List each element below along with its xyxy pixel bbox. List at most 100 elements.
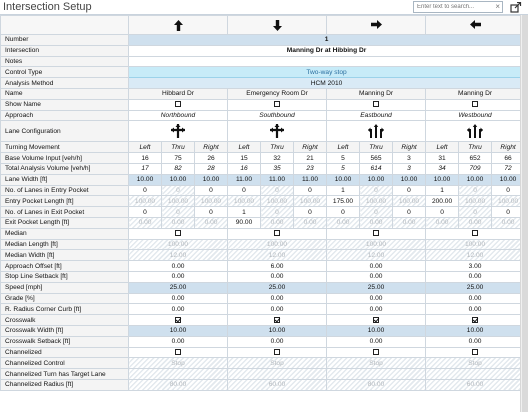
checkbox[interactable]	[472, 101, 479, 108]
base-volume-cell[interactable]: 15	[227, 152, 261, 164]
turning-movement-cell[interactable]: Left	[227, 141, 261, 154]
checkbox[interactable]	[373, 349, 380, 356]
approach-name-cell[interactable]: Hibbard Dr	[128, 87, 228, 100]
radius-corner-curb-cell[interactable]: 0.00	[325, 303, 427, 316]
stop-line-setback-cell[interactable]: 0.00	[325, 270, 427, 283]
base-volume-cell[interactable]: 32	[260, 152, 294, 164]
total-volume-cell[interactable]: 17	[128, 162, 162, 175]
crosswalk-cell[interactable]	[325, 314, 427, 326]
crosswalk-setback-cell[interactable]: 0.00	[425, 335, 526, 348]
turning-movement-cell[interactable]: Left	[425, 141, 460, 154]
control-type-select[interactable]: Two-way stop	[127, 66, 526, 79]
lanes-entry-pocket-cell[interactable]: 0	[458, 184, 493, 197]
lane-width-cell[interactable]: 10.00	[359, 173, 393, 186]
lane-width-cell[interactable]: 10.00	[425, 173, 460, 186]
base-volume-cell[interactable]: 26	[194, 152, 228, 164]
turning-movement-cell[interactable]: Right	[194, 141, 228, 154]
popout-window-icon[interactable]	[510, 2, 522, 13]
crosswalk-width-cell[interactable]: 10.00	[227, 324, 327, 337]
channelized-radius-cell[interactable]: 60.00	[227, 378, 327, 391]
approach-direction-cell[interactable]: Northbound	[128, 109, 228, 122]
approach-name-cell[interactable]: Manning Dr	[425, 87, 526, 100]
approach-name-cell[interactable]: Emergency Room Dr	[227, 87, 327, 100]
lane-width-cell[interactable]: 10.00	[161, 173, 195, 186]
lane-configuration-cell[interactable]	[227, 120, 327, 143]
lanes-exit-pocket-cell[interactable]: 0	[161, 206, 195, 218]
channelized-cell[interactable]	[227, 346, 327, 359]
base-volume-cell[interactable]: 565	[359, 152, 393, 164]
checkbox-checked[interactable]	[175, 316, 181, 323]
crosswalk-width-cell[interactable]: 10.00	[128, 324, 228, 337]
vertical-scrollbar[interactable]	[520, 15, 528, 412]
crosswalk-cell[interactable]	[128, 314, 228, 326]
channelized-turn-target-lane-cell[interactable]	[227, 368, 327, 380]
approach-direction-cell[interactable]: Southbound	[227, 109, 327, 122]
total-volume-cell[interactable]: 709	[458, 162, 493, 175]
exit-pocket-length-cell[interactable]: 0.00	[359, 216, 393, 229]
entry-pocket-length-cell[interactable]: 175.00	[326, 195, 360, 208]
lanes-exit-pocket-cell[interactable]: 0	[128, 206, 162, 218]
base-volume-cell[interactable]: 31	[425, 152, 460, 164]
stop-line-setback-cell[interactable]: 0.00	[425, 270, 526, 283]
lanes-exit-pocket-cell[interactable]: 0	[458, 206, 493, 218]
crosswalk-width-cell[interactable]: 10.00	[325, 324, 427, 337]
entry-pocket-length-cell[interactable]: 100.00	[359, 195, 393, 208]
total-volume-cell[interactable]: 35	[260, 162, 294, 175]
turning-movement-cell[interactable]: Thru	[359, 141, 393, 154]
lane-configuration-cell[interactable]	[325, 120, 427, 143]
lane-configuration-cell[interactable]	[425, 120, 526, 143]
radius-corner-curb-cell[interactable]: 0.00	[425, 303, 526, 316]
lanes-entry-pocket-cell[interactable]: 0	[391, 184, 427, 197]
crosswalk-setback-cell[interactable]: 0.00	[128, 335, 228, 348]
stop-line-setback-cell[interactable]: 0.00	[227, 270, 327, 283]
search-input[interactable]	[414, 2, 494, 12]
base-volume-cell[interactable]: 75	[161, 152, 195, 164]
base-volume-cell[interactable]: 3	[391, 152, 427, 164]
crosswalk-cell[interactable]	[425, 314, 526, 326]
exit-pocket-length-cell[interactable]: 0.00	[425, 216, 460, 229]
checkbox[interactable]	[373, 101, 380, 108]
speed-cell[interactable]: 25.00	[227, 281, 327, 294]
checkbox[interactable]	[274, 349, 280, 356]
lane-width-cell[interactable]: 11.00	[260, 173, 294, 186]
entry-pocket-length-cell[interactable]: 100.00	[128, 195, 162, 208]
speed-cell[interactable]: 25.00	[425, 281, 526, 294]
lanes-entry-pocket-cell[interactable]: 0	[293, 184, 327, 197]
lanes-entry-pocket-cell[interactable]: 0	[260, 184, 294, 197]
entry-pocket-length-cell[interactable]: 100.00	[194, 195, 228, 208]
checkbox-checked[interactable]	[373, 316, 380, 323]
total-volume-cell[interactable]: 3	[391, 162, 427, 175]
channelized-cell[interactable]	[128, 346, 228, 359]
checkbox-checked[interactable]	[274, 316, 280, 323]
exit-pocket-length-cell[interactable]: 0.00	[458, 216, 493, 229]
intersection-value[interactable]: Manning Dr at Hibbing Dr	[127, 44, 526, 57]
channelized-control-cell[interactable]: Stop	[227, 357, 327, 370]
grade-cell[interactable]: 0.00	[227, 292, 327, 305]
lane-width-cell[interactable]: 10.00	[458, 173, 493, 186]
grade-cell[interactable]: 0.00	[425, 292, 526, 305]
lanes-exit-pocket-cell[interactable]: 0	[194, 206, 228, 218]
show-name-cell[interactable]	[325, 98, 427, 111]
lanes-entry-pocket-cell[interactable]: 0	[128, 184, 162, 197]
base-volume-cell[interactable]: 5	[326, 152, 360, 164]
lanes-exit-pocket-cell[interactable]: 0	[359, 206, 393, 218]
checkbox[interactable]	[175, 230, 181, 237]
lane-width-cell[interactable]: 10.00	[128, 173, 162, 186]
lane-width-cell[interactable]: 11.00	[227, 173, 261, 186]
turning-movement-cell[interactable]: Thru	[161, 141, 195, 154]
approach-direction-cell[interactable]: Eastbound	[325, 109, 427, 122]
checkbox[interactable]	[472, 230, 479, 237]
show-name-cell[interactable]	[227, 98, 327, 111]
median-length-cell[interactable]: 100.00	[128, 238, 228, 251]
exit-pocket-length-cell[interactable]: 0.00	[128, 216, 162, 229]
channelized-cell[interactable]	[425, 346, 526, 359]
channelized-control-cell[interactable]: Stop	[325, 357, 427, 370]
turning-movement-cell[interactable]: Left	[326, 141, 360, 154]
checkbox[interactable]	[175, 101, 181, 108]
lanes-entry-pocket-cell[interactable]: 0	[161, 184, 195, 197]
analysis-method-value[interactable]: HCM 2010	[127, 77, 526, 89]
entry-pocket-length-cell[interactable]: 100.00	[458, 195, 493, 208]
base-volume-cell[interactable]: 21	[293, 152, 327, 164]
lanes-exit-pocket-cell[interactable]: 1	[227, 206, 261, 218]
channelized-turn-target-lane-cell[interactable]	[128, 368, 228, 380]
